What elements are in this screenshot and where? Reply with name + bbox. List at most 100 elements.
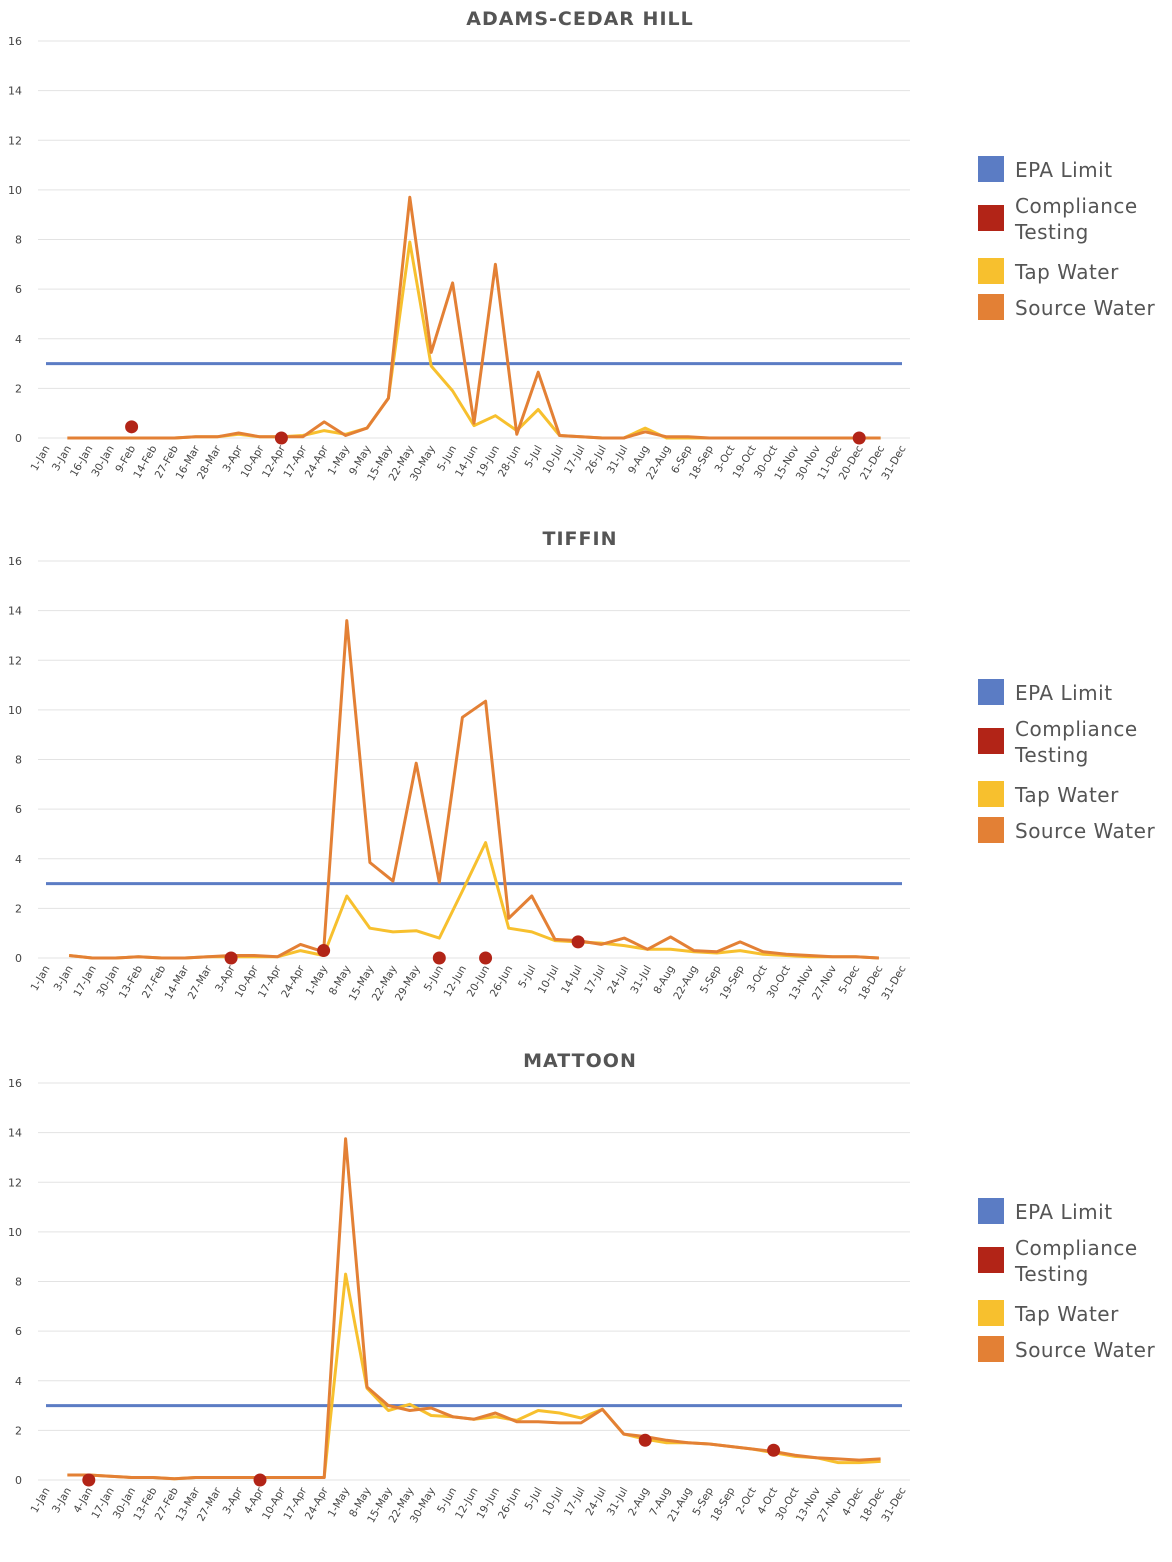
x-tick-label: 31-Jul: [629, 964, 655, 996]
legend-mattoon: EPA Limit Compliance Testing Tap Water S…: [978, 1198, 1172, 1372]
compliance-point: [479, 951, 493, 965]
y-tick-label: 10: [8, 1226, 22, 1239]
legend-label: Compliance Testing: [1015, 717, 1138, 767]
x-tick-label: 26-Jun: [488, 964, 515, 1000]
x-tick-label: 2-Oct: [734, 1486, 759, 1517]
x-tick-label: 3-Apr: [221, 1485, 246, 1516]
compliance-testing-swatch: [978, 1247, 1004, 1273]
tap-water-swatch: [978, 781, 1004, 807]
legend-tiffin: EPA Limit Compliance Testing Tap Water S…: [978, 679, 1172, 853]
legend-item-tap-water: Tap Water: [978, 781, 1172, 817]
legend-label: Tap Water: [1015, 260, 1119, 284]
x-tick-label: 24-Apr: [279, 963, 307, 1000]
legend-item-epa-limit: EPA Limit: [978, 1198, 1172, 1234]
y-tick-label: 12: [8, 654, 22, 667]
legend-item-compliance-testing: Compliance Testing: [978, 715, 1172, 781]
y-tick-label: 2: [15, 1424, 22, 1437]
y-tick-label: 4: [15, 333, 22, 346]
epa-limit-swatch: [978, 156, 1004, 182]
y-tick-label: 0: [15, 432, 22, 445]
y-tick-label: 8: [15, 234, 22, 247]
y-tick-label: 16: [8, 555, 22, 568]
x-tick-label: 5-Jul: [516, 964, 538, 991]
y-tick-label: 8: [15, 754, 22, 767]
legend-item-source-water: Source Water: [978, 294, 1172, 330]
y-tick-label: 0: [15, 1474, 22, 1487]
x-tick-label: 5-Jun: [422, 964, 446, 994]
legend-item-source-water: Source Water: [978, 817, 1172, 853]
epa-limit-swatch: [978, 1198, 1004, 1224]
source-water-swatch: [978, 817, 1004, 843]
legend-label: Source Water: [1015, 1338, 1156, 1362]
tap-water-swatch: [978, 258, 1004, 284]
x-tick-label: 5-Jul: [523, 444, 545, 471]
y-tick-label: 10: [8, 184, 22, 197]
y-tick-label: 14: [8, 1127, 22, 1140]
y-tick-label: 16: [8, 1077, 22, 1090]
source-water-swatch: [978, 1336, 1004, 1362]
x-tick-label: 1-Jan: [29, 1486, 53, 1516]
x-tick-label: 1-Jan: [29, 444, 53, 474]
epa-limit-swatch: [978, 679, 1004, 705]
compliance-testing-swatch: [978, 728, 1004, 754]
source-water-line: [68, 619, 879, 960]
legend-label: Tap Water: [1015, 783, 1119, 807]
legend-label: Source Water: [1015, 819, 1156, 843]
y-tick-label: 4: [15, 853, 22, 866]
legend-item-compliance-testing: Compliance Testing: [978, 1234, 1172, 1300]
compliance-point: [638, 1433, 652, 1447]
legend-label: Compliance Testing: [1015, 1236, 1138, 1286]
compliance-point: [253, 1473, 267, 1487]
y-tick-label: 14: [8, 605, 22, 618]
x-tick-label: 3-Apr: [213, 963, 238, 994]
x-tick-label: 17-Jul: [582, 964, 608, 996]
compliance-point: [274, 431, 288, 445]
chart-title: TIFFIN: [543, 528, 618, 550]
x-tick-label: 3-Jan: [52, 964, 76, 994]
y-tick-label: 12: [8, 1176, 22, 1189]
legend-item-tap-water: Tap Water: [978, 258, 1172, 294]
y-tick-label: 6: [15, 803, 22, 816]
chart-mattoon: MATTOON02468101214161-Jan3-Jan4-Jan17-Ja…: [8, 1050, 910, 1525]
legend-adams-cedar-hill: EPA Limit Compliance Testing Tap Water S…: [978, 156, 1172, 330]
source-water-line: [67, 195, 881, 440]
y-tick-label: 2: [15, 382, 22, 395]
legend-item-source-water: Source Water: [978, 1336, 1172, 1372]
chart-adams-cedar-hill: ADAMS-CEDAR HILL02468101214161-Jan3-Jan1…: [8, 8, 910, 483]
x-tick-label: 14-Jul: [559, 964, 585, 996]
y-tick-label: 16: [8, 35, 22, 48]
x-tick-label: 3-Oct: [745, 964, 770, 995]
compliance-point: [317, 944, 331, 958]
y-tick-label: 4: [15, 1375, 22, 1388]
x-tick-label: 27-Mar: [186, 963, 215, 1002]
source-water-swatch: [978, 294, 1004, 320]
compliance-point: [571, 935, 585, 949]
chart-title: ADAMS-CEDAR HILL: [466, 8, 694, 30]
source-water-line: [67, 1137, 881, 1481]
legend-item-epa-limit: EPA Limit: [978, 156, 1172, 192]
compliance-point: [767, 1443, 781, 1457]
compliance-point: [852, 431, 866, 445]
compliance-point: [432, 951, 446, 965]
legend-item-epa-limit: EPA Limit: [978, 679, 1172, 715]
tap-water-swatch: [978, 1300, 1004, 1326]
y-tick-label: 12: [8, 134, 22, 147]
legend-label: EPA Limit: [1015, 158, 1113, 182]
compliance-point: [224, 951, 238, 965]
legend-item-tap-water: Tap Water: [978, 1300, 1172, 1336]
y-tick-label: 0: [15, 952, 22, 965]
y-tick-label: 6: [15, 1325, 22, 1338]
x-tick-label: 3-Jan: [50, 1486, 74, 1516]
x-tick-label: 1-Jan: [29, 964, 53, 994]
y-tick-label: 14: [8, 85, 22, 98]
legend-label: Tap Water: [1015, 1302, 1119, 1326]
compliance-point: [125, 420, 139, 434]
y-tick-label: 6: [15, 283, 22, 296]
tap-water-line: [67, 240, 881, 440]
tap-water-line: [68, 841, 879, 960]
chart-title: MATTOON: [523, 1050, 637, 1072]
y-tick-label: 8: [15, 1276, 22, 1289]
x-tick-label: 1-May: [304, 964, 330, 998]
tap-water-line: [67, 1272, 881, 1481]
